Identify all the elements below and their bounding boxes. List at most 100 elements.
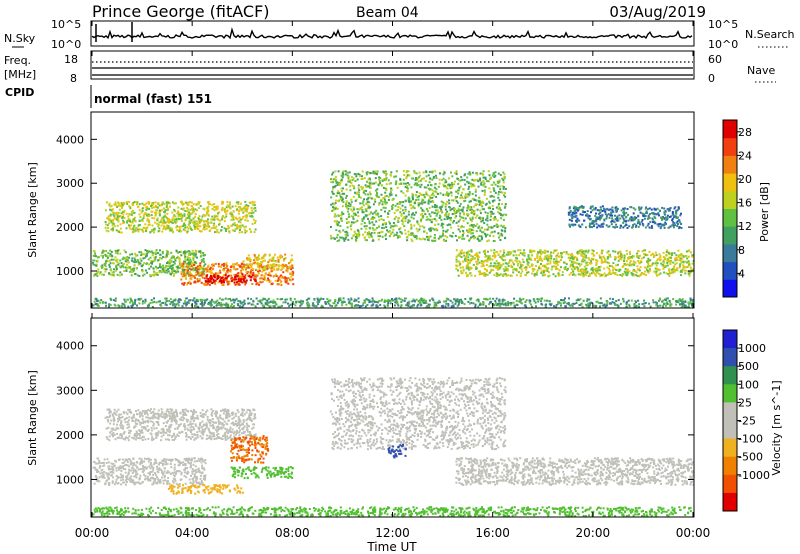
heatmap-cell: [249, 279, 252, 282]
heatmap-cell: [582, 299, 585, 302]
heatmap-cell: [541, 264, 544, 267]
heatmap-cell: [352, 208, 355, 211]
heatmap-cell: [476, 260, 479, 263]
heatmap-cell: [137, 228, 140, 231]
heatmap-cell: [393, 212, 396, 214]
heatmap-cell: [108, 264, 111, 267]
heatmap-cell: [117, 204, 120, 207]
heatmap-cell: [653, 215, 656, 218]
heatmap-cell: [356, 208, 359, 211]
heatmap-cell: [144, 230, 147, 233]
heatmap-cell: [242, 260, 245, 263]
heatmap-cell: [223, 269, 225, 272]
heatmap-cell: [548, 255, 550, 258]
heatmap-cell: [177, 256, 179, 259]
heatmap-cell: [190, 227, 192, 230]
heatmap-cell: [476, 238, 479, 240]
heatmap-cell: [568, 259, 571, 262]
heatmap-cell: [471, 224, 474, 227]
heatmap-cell: [461, 210, 464, 213]
heatmap-cell: [406, 189, 409, 192]
heatmap-cell: [116, 206, 119, 208]
heatmap-cell: [605, 274, 608, 277]
heatmap-cell: [163, 211, 166, 214]
heatmap-cell: [225, 263, 228, 266]
heatmap-cell: [466, 234, 469, 237]
heatmap-cell: [186, 256, 189, 259]
heatmap-cell: [134, 252, 137, 255]
heatmap-cell: [678, 219, 681, 222]
heatmap-cell: [687, 305, 690, 308]
heatmap-cell: [226, 201, 229, 204]
heatmap-cell: [238, 264, 241, 267]
heatmap-cell: [454, 197, 457, 200]
heatmap-cell: [643, 302, 646, 305]
heatmap-cell: [212, 263, 215, 266]
heatmap-cell: [576, 266, 578, 269]
heatmap-cell: [209, 279, 212, 282]
heatmap-cell: [272, 299, 275, 302]
heatmap-cell: [573, 209, 576, 212]
heatmap-cell: [180, 215, 182, 217]
heatmap-cell: [514, 259, 517, 262]
heatmap-cell: [460, 272, 463, 275]
heatmap-cell: [110, 204, 113, 207]
heatmap-cell: [384, 222, 387, 225]
heatmap-cell: [371, 221, 374, 224]
heatmap-cell: [555, 249, 558, 252]
heatmap-cell: [482, 250, 485, 253]
heatmap-cell: [100, 266, 103, 269]
heatmap-cell: [598, 254, 601, 257]
heatmap-cell: [151, 261, 154, 264]
heatmap-cell: [482, 261, 485, 264]
heatmap-cell: [471, 183, 474, 186]
heatmap-cell: [435, 191, 438, 194]
heatmap-cell: [517, 249, 520, 252]
heatmap-cell: [557, 272, 560, 275]
heatmap-cell: [419, 202, 422, 205]
heatmap-cell: [591, 226, 593, 229]
heatmap-cell: [347, 179, 350, 182]
heatmap-cell: [552, 251, 555, 254]
heatmap-cell: [141, 269, 143, 272]
heatmap-cell: [598, 209, 601, 212]
heatmap-cell: [610, 223, 613, 226]
heatmap-cell: [174, 210, 177, 213]
heatmap-cell: [644, 253, 647, 256]
heatmap-cell: [157, 223, 160, 226]
heatmap-cell: [388, 220, 391, 223]
heatmap-cell: [482, 301, 485, 304]
heatmap-cell: [235, 201, 238, 204]
heatmap-cell: [167, 225, 170, 228]
heatmap-cell: [338, 230, 341, 233]
heatmap-cell: [416, 182, 419, 185]
heatmap-cell: [336, 236, 338, 239]
heatmap-cell: [444, 203, 447, 205]
heatmap-cell: [168, 229, 171, 232]
heatmap-cell: [199, 225, 202, 228]
heatmap-cell: [192, 266, 195, 269]
heatmap-cell: [141, 229, 144, 232]
heatmap-cell: [455, 200, 458, 203]
heatmap-cell: [148, 207, 150, 210]
heatmap-cell: [555, 255, 558, 258]
heatmap-cell: [689, 266, 692, 269]
heatmap-cell: [161, 217, 163, 220]
heatmap-cell: [172, 255, 175, 258]
heatmap-cell: [159, 253, 162, 256]
heatmap-cell: [115, 265, 118, 268]
heatmap-cell: [613, 272, 615, 274]
heatmap-cell: [664, 258, 666, 261]
heatmap-cell: [131, 228, 134, 231]
heatmap-cell: [167, 268, 170, 271]
heatmap-cell: [185, 250, 188, 253]
heatmap-cell: [576, 209, 579, 212]
heatmap-cell: [133, 201, 136, 203]
heatmap-cell: [165, 201, 168, 204]
heatmap-cell: [330, 181, 333, 184]
heatmap-cell: [663, 226, 666, 229]
heatmap-cell: [130, 224, 133, 227]
heatmap-cell: [260, 274, 263, 277]
heatmap-cell: [112, 218, 115, 221]
heatmap-cell: [221, 284, 224, 286]
